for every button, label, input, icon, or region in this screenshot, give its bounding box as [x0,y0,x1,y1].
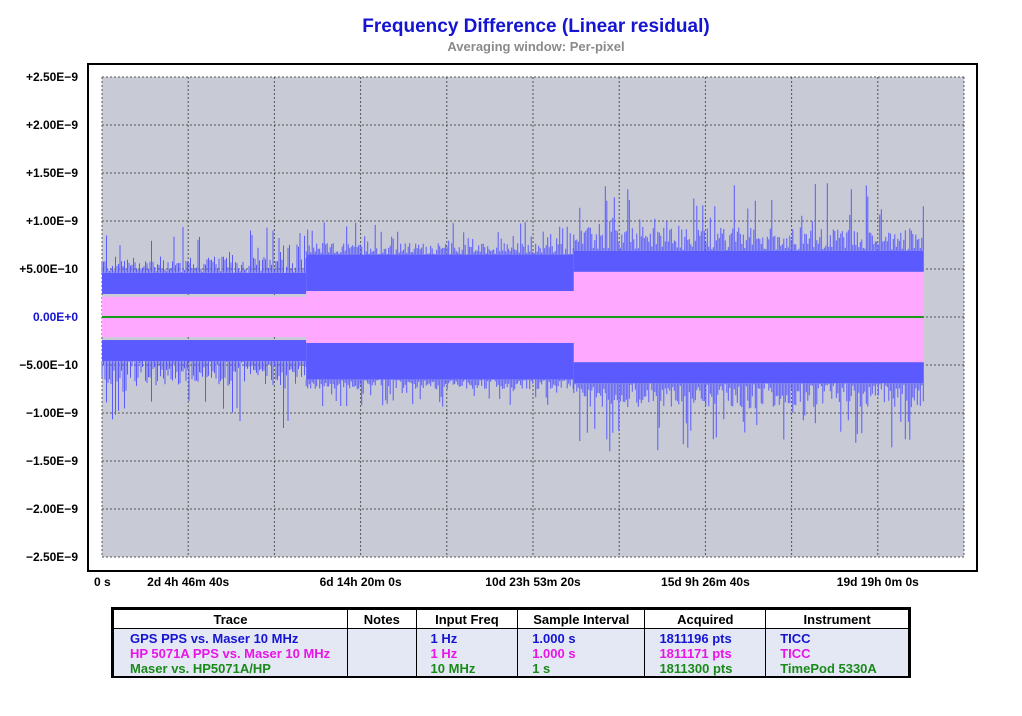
x-tick-label-0: 0 s [94,575,111,589]
frequency-difference-chart: +2.50E−9 +2.00E−9 +1.50E−9 +1.00E−9 +5.00E−1… [19,63,978,589]
legend-cell-notes-2 [352,661,412,676]
legend-table: Trace Notes Input Freq Sample Interval A… [111,607,911,678]
legend-cell-notes-0 [352,631,412,646]
legend-cell-trace-2: Maser vs. HP5071A/HP [130,661,271,676]
legend-cell-instrument-2: TimePod 5330A [780,661,877,676]
legend-col-input-freq: 1 Hz 1 Hz 10 MHz [415,628,519,676]
legend-body: GPS PPS vs. Maser 10 MHz HP 5071A PPS vs.… [113,628,909,676]
legend-cell-input-freq-0: 1 Hz [430,631,458,646]
series-0-band-top-0 [102,272,307,294]
legend-cell-sample-interval-1: 1.000 s [532,646,576,661]
y-tick-labels: +2.50E−9 +2.00E−9 +1.50E−9 +1.00E−9 +5.00E−1… [19,70,78,564]
series-0-spikes-0 [101,226,307,428]
legend-col-instrument: TICC TICC TimePod 5330A [765,628,909,676]
y-tick-label-4: +5.00E−10 [19,262,78,276]
legend-cell-input-freq-2: 10 MHz [430,661,476,676]
legend-header-acquired: Acquired [644,609,767,629]
series-0-band-top-2 [573,250,924,272]
series-group [101,183,924,452]
legend-cell-input-freq-1: 1 Hz [430,646,458,661]
y-tick-label-8: −1.50E−9 [26,454,78,468]
legend-cell-acquired-2: 1811300 pts [659,661,733,676]
x-tick-label-5: 19d 19h 0m 0s [837,575,919,589]
series-0-spikes-2 [573,183,924,452]
legend-col-notes [346,628,417,676]
legend-cell-trace-1: HP 5071A PPS vs. Maser 10 MHz [130,646,331,661]
series-0-band-bottom-2 [573,362,924,384]
series-0-band-top-1 [306,254,574,292]
chart-title: Frequency Difference (Linear residual) [362,16,710,37]
series-0 [101,183,924,452]
series-0-spikes-1 [305,222,574,407]
x-tick-labels: 0 s 2d 4h 46m 40s 6d 14h 20m 0s 10d 23h 53m… [94,575,919,589]
y-tick-label-2: +1.50E−9 [26,166,78,180]
y-tick-label-1: +2.00E−9 [26,118,78,132]
series-0-band-bottom-1 [306,342,574,380]
legend-cell-instrument-0: TICC [780,631,811,646]
legend-header-sample-interval: Sample Interval [517,609,646,629]
legend-cell-trace-0: GPS PPS vs. Maser 10 MHz [130,631,299,646]
legend-cell-acquired-1: 1811171 pts [659,646,732,661]
y-tick-label-3: +1.00E−9 [26,214,78,228]
x-tick-label-1: 2d 4h 46m 40s [147,575,229,589]
legend-header-trace: Trace [113,609,348,629]
legend-cell-sample-interval-2: 1 s [532,661,551,676]
legend-row: GPS PPS vs. Maser 10 MHz HP 5071A PPS vs.… [113,628,909,676]
x-tick-label-4: 15d 9h 26m 40s [661,575,750,589]
x-tick-label-2: 6d 14h 20m 0s [320,575,402,589]
y-tick-label-10: −2.50E−9 [26,550,78,564]
legend-header-instrument: Instrument [765,609,909,629]
y-tick-label-7: −1.00E−9 [26,406,78,420]
legend-cell-instrument-1: TICC [780,646,811,661]
x-tick-label-3: 10d 23h 53m 20s [485,575,581,589]
y-tick-label-9: −2.00E−9 [26,502,78,516]
chart-subtitle: Averaging window: Per-pixel [447,39,625,54]
legend-col-trace: GPS PPS vs. Maser 10 MHz HP 5071A PPS vs.… [113,628,348,676]
legend-cell-sample-interval-0: 1.000 s [532,631,576,646]
series-0-band-bottom-0 [102,340,307,362]
legend-header-notes: Notes [346,609,417,629]
y-tick-label-0: +2.50E−9 [26,70,78,84]
y-tick-label-5: 0.00E+0 [33,310,78,324]
legend-cell-notes-1 [352,646,412,661]
legend-header-input-freq: Input Freq [415,609,519,629]
legend-col-acquired: 1811196 pts 1811171 pts 1811300 pts [644,628,767,676]
legend-cell-acquired-0: 1811196 pts [659,631,732,646]
y-tick-label-6: −5.00E−10 [19,358,78,372]
